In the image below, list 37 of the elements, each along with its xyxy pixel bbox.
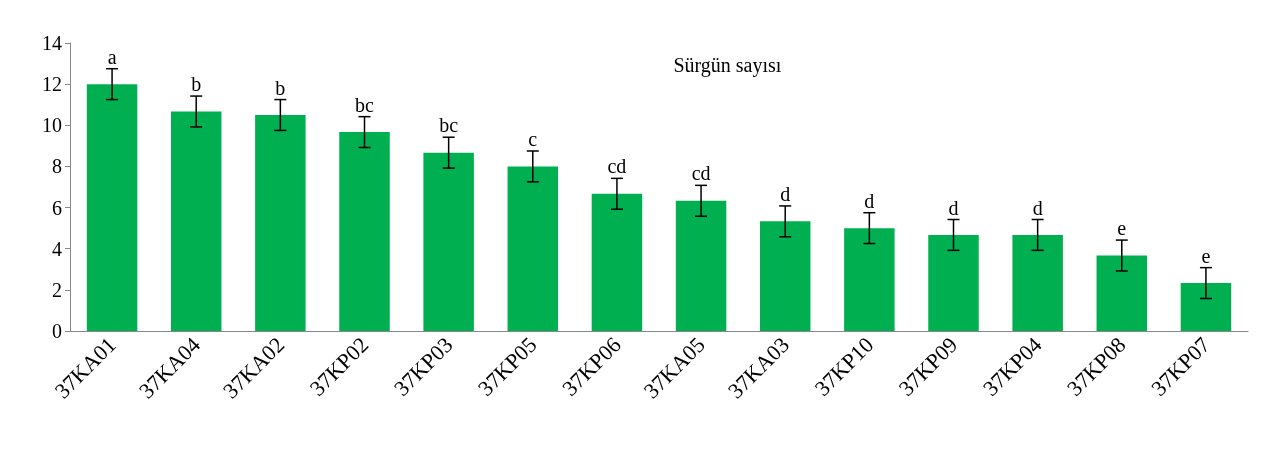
data-label: a [107, 45, 117, 68]
bar [255, 115, 306, 331]
data-label: d [780, 182, 791, 205]
data-label: b [275, 76, 286, 99]
data-label: cd [607, 155, 627, 178]
data-label: b [191, 73, 202, 96]
bar [928, 234, 979, 331]
data-label: bc [439, 114, 459, 137]
bar [339, 132, 390, 331]
bar [1012, 234, 1063, 331]
bar [86, 84, 138, 331]
y-tick-label: 12 [42, 73, 62, 96]
bar [1096, 255, 1148, 331]
data-label: bc [355, 93, 375, 116]
bar [507, 166, 559, 331]
bar [1180, 283, 1232, 331]
bar [170, 111, 222, 331]
data-label: e [1201, 244, 1211, 267]
data-label: d [1032, 196, 1043, 219]
data-label: d [864, 189, 875, 212]
y-tick-label: 2 [52, 278, 62, 301]
data-label: c [528, 128, 538, 150]
data-label: d [948, 196, 959, 219]
bar [844, 228, 895, 331]
bar [591, 193, 643, 331]
bar [759, 221, 811, 331]
bar [675, 200, 727, 331]
y-tick-label: 10 [42, 114, 62, 137]
bar [423, 152, 474, 331]
data-label: e [1117, 217, 1127, 240]
y-tick-label: 14 [42, 32, 62, 54]
y-tick-label: 4 [52, 237, 62, 260]
y-tick-label: 8 [52, 155, 62, 178]
data-label: cd [691, 162, 711, 185]
y-tick-label: 6 [52, 196, 62, 219]
y-tick-label: 0 [52, 320, 62, 342]
text: Sürgün sayısı [673, 54, 782, 77]
